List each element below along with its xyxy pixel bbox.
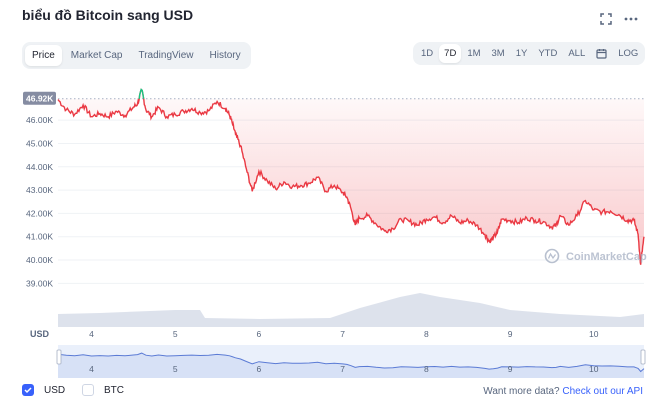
x-tick-label: 5 bbox=[173, 329, 178, 339]
current-price-badge: 46.92K bbox=[23, 91, 56, 105]
y-tick-label: 45.00K bbox=[26, 138, 53, 148]
x-tick-label: 8 bbox=[424, 329, 429, 339]
range-1d[interactable]: 1D bbox=[421, 48, 434, 59]
tab-tradingview[interactable]: TradingView bbox=[138, 50, 194, 61]
tab-price[interactable]: Price bbox=[25, 45, 62, 66]
check-icon bbox=[24, 387, 32, 394]
x-axis: 4 5 6 7 8 9 10 bbox=[89, 329, 599, 339]
navigator-tick-label: 10 bbox=[589, 364, 599, 374]
range-all[interactable]: ALL bbox=[568, 48, 586, 59]
log-toggle-button[interactable]: LOG bbox=[618, 48, 639, 59]
price-chart[interactable]: 46.00K 45.00K 44.00K 43.00K 42.00K 41.00K 40.0… bbox=[0, 78, 660, 378]
y-tick-label: 44.00K bbox=[26, 162, 53, 172]
currency-axis-label: USD bbox=[30, 329, 50, 339]
logo-ring bbox=[544, 248, 560, 264]
navigator-tick-label: 8 bbox=[424, 364, 429, 374]
fullscreen-icon[interactable] bbox=[597, 10, 615, 28]
legend-usd-label: USD bbox=[44, 384, 66, 396]
btc-checkbox[interactable] bbox=[82, 384, 94, 396]
volume-area bbox=[58, 293, 644, 327]
navigator-handle-left[interactable] bbox=[56, 349, 62, 365]
navigator-tick-label: 9 bbox=[508, 364, 513, 374]
page-title: biểu đồ Bitcoin sang USD bbox=[22, 7, 194, 23]
range-7d[interactable]: 7D bbox=[439, 44, 462, 63]
x-tick-label: 4 bbox=[89, 329, 94, 339]
navigator-area bbox=[58, 353, 644, 378]
calendar-icon[interactable] bbox=[591, 45, 612, 62]
navigator-handle-right[interactable] bbox=[640, 349, 646, 365]
api-promo-text: Want more data? bbox=[483, 386, 560, 397]
y-axis: 46.00K 45.00K 44.00K 43.00K 42.00K 41.00K 40.0… bbox=[26, 115, 53, 288]
y-tick-label: 40.00K bbox=[26, 255, 53, 265]
range-navigator[interactable]: 4 5 6 7 8 9 10 bbox=[56, 345, 646, 378]
navigator-tick-label: 7 bbox=[340, 364, 345, 374]
tab-history[interactable]: History bbox=[209, 50, 241, 61]
time-range-selector: 1D 7D 1M 3M 1Y YTD ALL LOG bbox=[413, 42, 645, 65]
coinmarketcap-watermark: CoinMarketCap bbox=[566, 251, 647, 263]
coinmarketcap-logo-icon bbox=[544, 248, 560, 264]
range-1m[interactable]: 1M bbox=[467, 48, 481, 59]
api-promo: Want more data? Check out our API bbox=[483, 386, 643, 397]
navigator-tick-label: 5 bbox=[173, 364, 178, 374]
api-link[interactable]: Check out our API bbox=[562, 386, 643, 397]
y-tick-label: 41.00K bbox=[26, 232, 53, 242]
legend-btc-label: BTC bbox=[104, 384, 124, 396]
legend-btc[interactable]: BTC bbox=[82, 384, 124, 396]
range-1y[interactable]: 1Y bbox=[515, 48, 528, 59]
chart-type-tabs: Price Market Cap TradingView History bbox=[22, 42, 251, 69]
price-area-fill bbox=[58, 89, 644, 265]
y-tick-label: 39.00K bbox=[26, 278, 53, 288]
range-ytd[interactable]: YTD bbox=[538, 48, 558, 59]
y-tick-label: 46.00K bbox=[26, 115, 53, 125]
navigator-line bbox=[57, 352, 645, 373]
y-tick-label: 42.00K bbox=[26, 208, 53, 218]
logo-mark bbox=[547, 252, 557, 260]
price-line bbox=[57, 88, 645, 265]
legend-usd[interactable]: USD bbox=[22, 384, 65, 396]
usd-checkbox[interactable] bbox=[22, 384, 34, 396]
navigator-tick-label: 4 bbox=[89, 364, 94, 374]
x-tick-label: 10 bbox=[589, 329, 599, 339]
navigator-tick-label: 6 bbox=[257, 364, 262, 374]
y-tick-label: 43.00K bbox=[26, 185, 53, 195]
x-tick-label: 6 bbox=[257, 329, 262, 339]
x-tick-label: 9 bbox=[508, 329, 513, 339]
current-price-label: 46.92K bbox=[26, 94, 54, 104]
x-tick-label: 7 bbox=[340, 329, 345, 339]
more-horizontal-icon[interactable] bbox=[622, 10, 640, 28]
tab-market-cap[interactable]: Market Cap bbox=[70, 50, 123, 61]
range-3m[interactable]: 3M bbox=[491, 48, 505, 59]
